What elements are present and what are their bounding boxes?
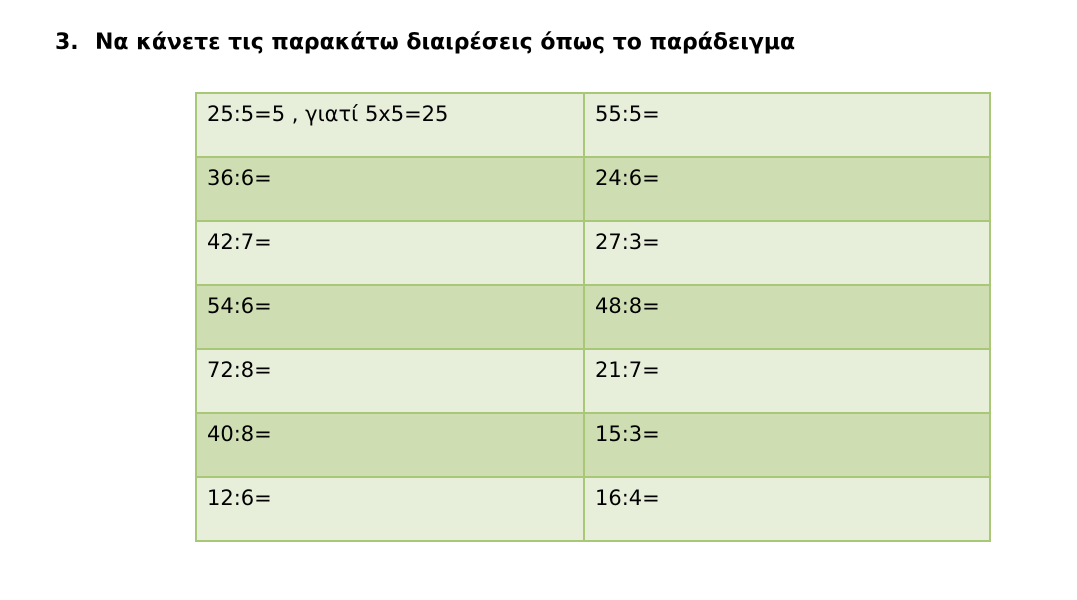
table-cell: 72:8= — [195, 348, 585, 414]
table-cell: 21:7= — [583, 348, 991, 414]
heading: 3. Να κάνετε τις παρακάτω διαιρέσεις όπως… — [55, 30, 795, 55]
table-row: 42:7= 27:3= — [195, 220, 991, 286]
table-cell: 48:8= — [583, 284, 991, 350]
table-cell: 12:6= — [195, 476, 585, 542]
table-row: 12:6= 16:4= — [195, 476, 991, 542]
table-cell: 54:6= — [195, 284, 585, 350]
table-row: 36:6= 24:6= — [195, 156, 991, 222]
table-row: 25:5=5 , γιατί 5x5=25 55:5= — [195, 92, 991, 158]
table-cell: 55:5= — [583, 92, 991, 158]
table-row: 54:6= 48:8= — [195, 284, 991, 350]
table-row: 72:8= 21:7= — [195, 348, 991, 414]
table-cell: 36:6= — [195, 156, 585, 222]
table-row: 40:8= 15:3= — [195, 412, 991, 478]
table-cell: 25:5=5 , γιατί 5x5=25 — [195, 92, 585, 158]
table-cell: 24:6= — [583, 156, 991, 222]
table-cell: 16:4= — [583, 476, 991, 542]
table-cell: 15:3= — [583, 412, 991, 478]
table-cell: 40:8= — [195, 412, 585, 478]
heading-number: 3. — [55, 30, 79, 55]
table-cell: 42:7= — [195, 220, 585, 286]
exercise-table: 25:5=5 , γιατί 5x5=25 55:5= 36:6= 24:6= 42:7… — [195, 92, 991, 542]
heading-text: Να κάνετε τις παρακάτω διαιρέσεις όπως τ… — [95, 30, 796, 55]
table-cell: 27:3= — [583, 220, 991, 286]
